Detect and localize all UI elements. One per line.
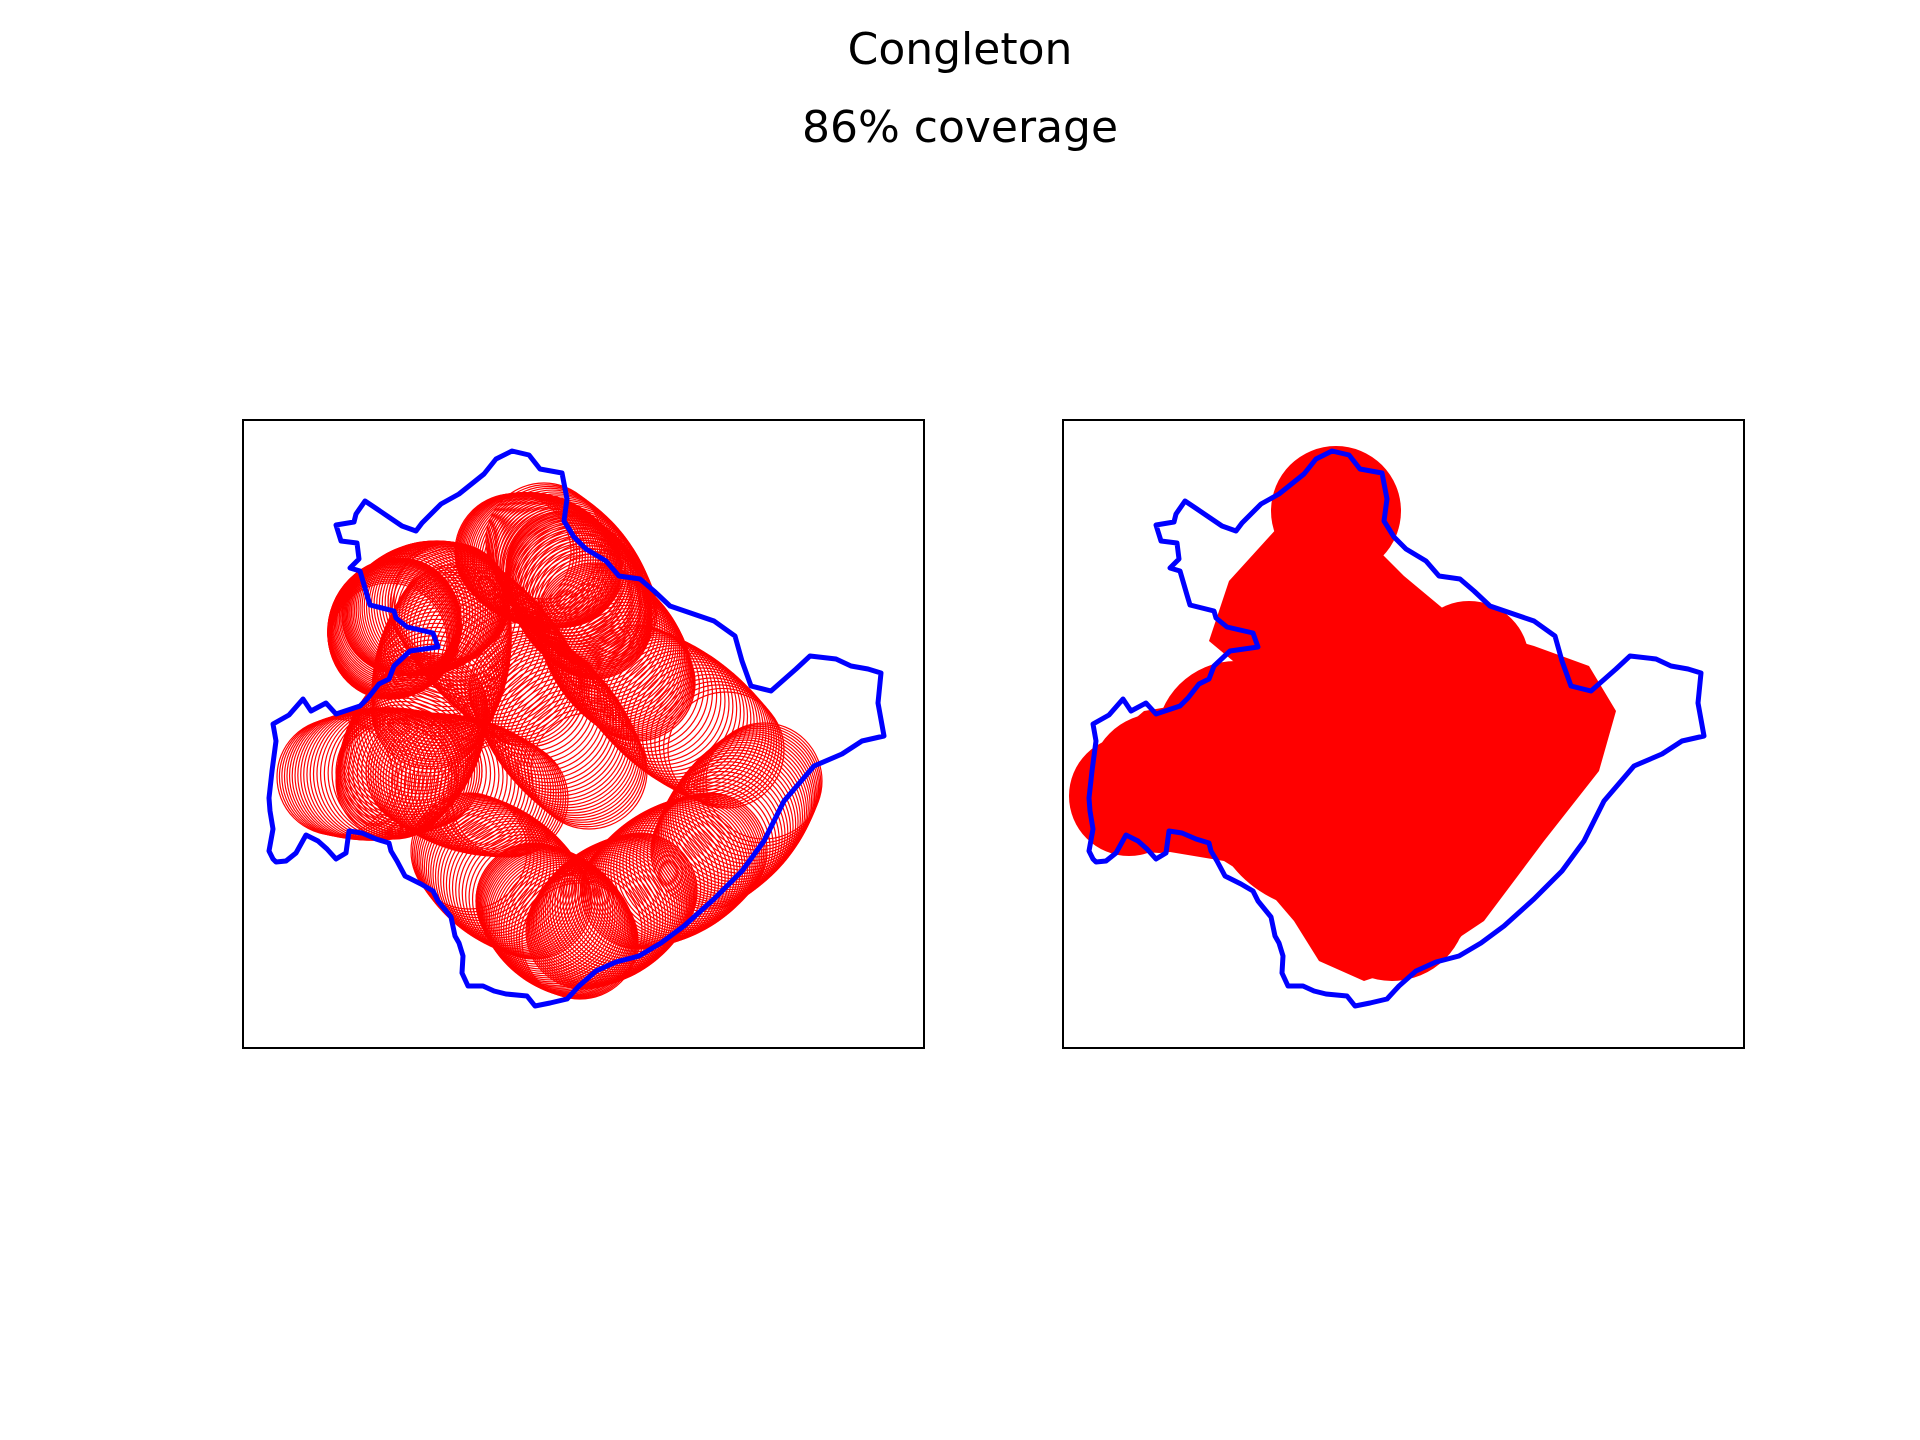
coverage-circle: [465, 833, 588, 957]
coverage-circle: [550, 587, 684, 721]
district-boundary: [266, 448, 887, 1009]
coverage-circle: [477, 844, 601, 968]
right-map: [1069, 446, 1707, 1009]
coverage-circle: [665, 755, 799, 888]
coverage-circle: [522, 530, 651, 659]
coverage-circle: [468, 836, 590, 958]
coverage-circle: [471, 839, 592, 959]
coverage-circle: [664, 758, 797, 891]
coverage-circle: [660, 764, 792, 895]
coverage-circle: [596, 636, 726, 766]
coverage-circle: [494, 495, 624, 625]
coverage-circle: [632, 795, 759, 922]
district-boundary: [1086, 448, 1707, 1009]
coverage-circle: [504, 509, 639, 643]
coverage-union-circle: [1409, 601, 1529, 721]
coverage-circle: [656, 774, 783, 901]
coverage-circle: [580, 626, 700, 746]
coverage-circle: [558, 598, 689, 730]
coverage-circle: [476, 842, 596, 963]
coverage-circle: [515, 877, 638, 999]
coverage-circle: [425, 802, 558, 934]
coverage-circle: [544, 578, 677, 711]
coverage-circle: [496, 859, 629, 992]
coverage-circle: [669, 749, 804, 883]
coverage-circle: [521, 882, 639, 1000]
coverage-circle: [556, 595, 688, 728]
coverage-circle: [605, 642, 738, 775]
coverage-circle: [487, 851, 620, 985]
coverage-circle: [487, 485, 609, 607]
coverage-circle: [484, 849, 616, 981]
coverage-circle: [652, 785, 774, 907]
coverage-circle: [667, 752, 801, 886]
coverage-circle: [495, 497, 627, 628]
coverage-circle: [339, 697, 469, 827]
coverage-circle: [653, 781, 777, 905]
coverage-union-circle: [1069, 736, 1189, 856]
coverage-circle: [480, 846, 609, 975]
coverage-circle: [531, 541, 655, 665]
coverage-circle: [503, 865, 633, 995]
coverage-circle: [498, 861, 630, 993]
coverage-subtitle: 86% coverage: [801, 102, 1119, 153]
coverage-circle: [534, 545, 656, 667]
coverage-circle: [485, 482, 603, 600]
coverage-circle: [578, 624, 696, 742]
coverage-circle: [549, 841, 683, 975]
coverage-circle: [490, 854, 624, 988]
coverage-union-circle: [1239, 531, 1369, 661]
coverage-circle: [415, 795, 538, 919]
coverage-circle: [602, 640, 734, 772]
coverage-circle: [510, 872, 636, 998]
coverage-circle: [479, 845, 606, 972]
coverage-circle: [519, 527, 649, 657]
coverage-circle: [488, 852, 622, 987]
coverage-circle: [448, 820, 580, 951]
coverage-circle: [497, 499, 629, 631]
coverage-circle: [492, 855, 626, 990]
coverage-circle: [476, 843, 599, 965]
figure-title: Congleton: [847, 24, 1073, 75]
coverage-circle: [537, 548, 657, 668]
left-panel-circle-outlines: [242, 419, 925, 1049]
coverage-circle: [540, 552, 658, 670]
coverage-circle: [537, 566, 661, 690]
coverage-circle: [483, 848, 614, 979]
coverage-circle: [525, 534, 652, 661]
coverage-circle: [659, 767, 789, 897]
coverage-circle: [650, 792, 768, 910]
coverage-circle: [440, 813, 573, 947]
coverage-circle: [481, 847, 611, 977]
left-map: [266, 448, 887, 1009]
coverage-circle: [442, 815, 576, 948]
coverage-circle: [355, 665, 485, 795]
coverage-circle: [662, 761, 794, 893]
coverage-circle: [330, 582, 448, 700]
coverage-circle: [494, 857, 627, 991]
coverage-circle: [611, 647, 745, 781]
coverage-circle: [672, 746, 806, 880]
right-panel-coverage-union: [1062, 419, 1745, 1049]
coverage-circle: [455, 825, 583, 954]
coverage-circle: [478, 844, 604, 970]
coverage-circle: [491, 491, 618, 618]
coverage-circle: [502, 506, 636, 640]
coverage-circle: [335, 722, 453, 840]
coverage-circle: [451, 822, 582, 953]
coverage-circle: [488, 487, 612, 611]
coverage-circle: [625, 797, 755, 927]
coverage-circle: [514, 521, 646, 653]
coverage-circle: [485, 850, 618, 983]
coverage-circle: [590, 632, 718, 760]
coverage-circle: [445, 818, 578, 950]
coverage-union-circle: [1317, 831, 1467, 981]
coverage-circle: [500, 863, 631, 994]
coverage-circle: [674, 744, 808, 877]
coverage-circle: [528, 537, 653, 663]
coverage-circle: [516, 524, 648, 655]
